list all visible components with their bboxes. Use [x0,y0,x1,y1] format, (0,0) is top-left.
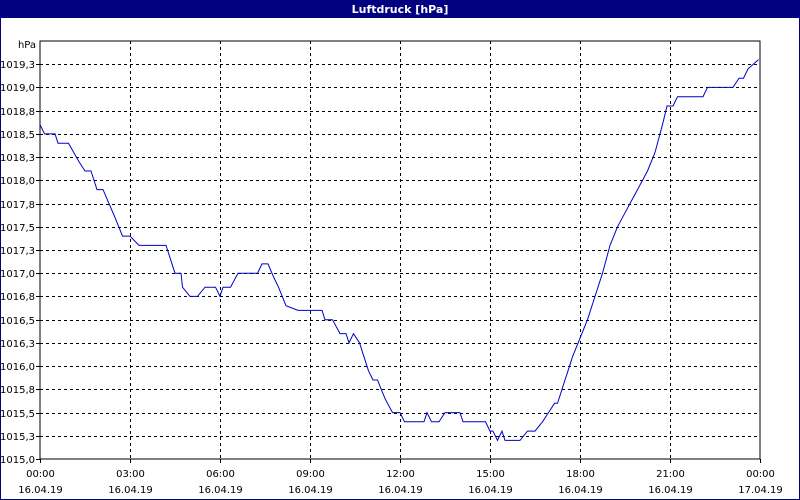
x-axis: 00:00 16.04.19 03:00 16.04.19 06:00 16.04.19 0… [18,459,783,496]
y-tick-label: 1019,0 [0,83,35,94]
x-tick-date-label: 16.04.19 [198,485,243,496]
x-tick-date-label: 16.04.19 [18,485,63,496]
grid [40,41,760,459]
y-tick-label: 1017,8 [0,200,35,211]
x-tick-time-label: 06:00 [206,469,235,480]
y-tick-label: 1015,0 [0,455,35,466]
y-axis-unit-label: hPa [18,40,36,51]
y-tick-label: 1018,3 [0,153,35,164]
x-tick-date-label: 16.04.19 [288,485,333,496]
y-tick-label: 1015,5 [0,409,35,420]
y-tick-label: 1016,8 [0,292,35,303]
pressure-series-line [39,59,759,442]
x-tick-date-label: 16.04.19 [378,485,423,496]
x-tick-time-label: 15:00 [476,469,505,480]
y-tick-label: 1017,5 [0,223,35,234]
x-tick-date-label: 16.04.19 [108,485,153,496]
chart-title: Luftdruck [hPa] [1,1,799,18]
y-tick-label: 1018,8 [0,107,35,118]
x-tick-date-label: 16.04.19 [558,485,603,496]
y-tick-label: 1018,0 [0,176,35,187]
x-tick-time-label: 00:00 [26,469,55,480]
y-tick-label: 1015,8 [0,385,35,396]
x-tick-date-label: 16.04.19 [468,485,513,496]
x-tick-time-label: 09:00 [296,469,325,480]
y-tick-label: 1016,3 [0,339,35,350]
y-tick-label: 1015,3 [0,432,35,443]
x-tick-time-label: 00:00 [746,469,775,480]
y-tick-label: 1019,3 [0,60,35,71]
y-tick-label: 1016,5 [0,316,35,327]
y-tick-label: 1016,0 [0,362,35,373]
x-tick-date-label: 16.04.19 [648,485,693,496]
x-tick-time-label: 21:00 [656,469,685,480]
x-tick-date-label: 17.04.19 [738,485,783,496]
x-tick-time-label: 03:00 [116,469,145,480]
y-tick-label: 1017,0 [0,269,35,280]
x-tick-time-label: 18:00 [566,469,595,480]
y-axis: 1015,0 1015,3 1015,5 1015,8 1016,0 1016,3 1016… [0,60,40,466]
y-tick-label: 1018,5 [0,130,35,141]
y-tick-label: 1017,3 [0,246,35,257]
x-tick-time-label: 12:00 [386,469,415,480]
